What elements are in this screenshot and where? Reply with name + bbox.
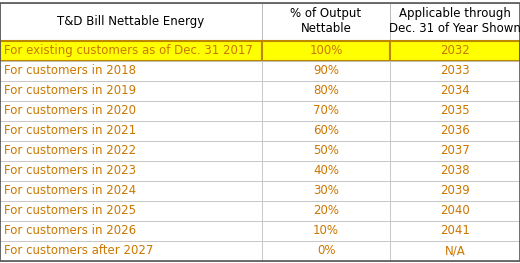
Bar bbox=[262, 120, 390, 140]
Text: 90%: 90% bbox=[313, 64, 339, 77]
Text: For customers after 2027: For customers after 2027 bbox=[4, 244, 153, 257]
Bar bbox=[0, 160, 262, 180]
Text: 30%: 30% bbox=[313, 184, 339, 197]
Bar bbox=[262, 41, 390, 60]
Bar bbox=[0, 140, 262, 160]
Text: 2039: 2039 bbox=[440, 184, 470, 197]
Text: % of Output
Nettable: % of Output Nettable bbox=[291, 8, 361, 36]
Bar bbox=[0, 3, 262, 41]
Text: For customers in 2025: For customers in 2025 bbox=[4, 204, 136, 217]
Text: For existing customers as of Dec. 31 2017: For existing customers as of Dec. 31 201… bbox=[4, 44, 253, 57]
Bar bbox=[0, 200, 262, 220]
Text: 70%: 70% bbox=[313, 104, 339, 117]
Bar bbox=[390, 220, 520, 240]
Text: 20%: 20% bbox=[313, 204, 339, 217]
Text: 2034: 2034 bbox=[440, 84, 470, 97]
Text: 40%: 40% bbox=[313, 164, 339, 177]
Bar bbox=[390, 160, 520, 180]
Text: 2040: 2040 bbox=[440, 204, 470, 217]
Bar bbox=[262, 60, 390, 80]
Text: For customers in 2023: For customers in 2023 bbox=[4, 164, 136, 177]
Bar bbox=[262, 80, 390, 100]
Bar bbox=[390, 240, 520, 260]
Text: 2035: 2035 bbox=[440, 104, 470, 117]
Bar bbox=[390, 80, 520, 100]
Text: 2041: 2041 bbox=[440, 224, 470, 237]
Text: 2032: 2032 bbox=[440, 44, 470, 57]
Text: 10%: 10% bbox=[313, 224, 339, 237]
Bar bbox=[262, 3, 390, 41]
Bar bbox=[0, 60, 262, 80]
Bar bbox=[0, 120, 262, 140]
Text: 80%: 80% bbox=[313, 84, 339, 97]
Bar bbox=[262, 100, 390, 120]
Text: For customers in 2021: For customers in 2021 bbox=[4, 124, 136, 137]
Text: 2033: 2033 bbox=[440, 64, 470, 77]
Text: Applicable through
Dec. 31 of Year Shown: Applicable through Dec. 31 of Year Shown bbox=[389, 8, 520, 36]
Bar bbox=[390, 200, 520, 220]
Bar bbox=[0, 240, 262, 260]
Text: For customers in 2026: For customers in 2026 bbox=[4, 224, 136, 237]
Bar bbox=[390, 60, 520, 80]
Bar bbox=[262, 160, 390, 180]
Text: T&D Bill Nettable Energy: T&D Bill Nettable Energy bbox=[57, 15, 205, 28]
Bar bbox=[0, 180, 262, 200]
Bar bbox=[390, 3, 520, 41]
Bar bbox=[262, 140, 390, 160]
Text: 50%: 50% bbox=[313, 144, 339, 157]
Text: 0%: 0% bbox=[317, 244, 335, 257]
Text: 60%: 60% bbox=[313, 124, 339, 137]
Bar bbox=[262, 180, 390, 200]
Bar bbox=[262, 220, 390, 240]
Text: 2036: 2036 bbox=[440, 124, 470, 137]
Bar bbox=[0, 220, 262, 240]
Text: For customers in 2019: For customers in 2019 bbox=[4, 84, 136, 97]
Text: For customers in 2020: For customers in 2020 bbox=[4, 104, 136, 117]
Text: 2037: 2037 bbox=[440, 144, 470, 157]
Text: For customers in 2024: For customers in 2024 bbox=[4, 184, 136, 197]
Text: For customers in 2022: For customers in 2022 bbox=[4, 144, 136, 157]
Text: 2038: 2038 bbox=[440, 164, 470, 177]
Bar bbox=[390, 41, 520, 60]
Bar bbox=[0, 80, 262, 100]
Bar bbox=[0, 100, 262, 120]
Text: For customers in 2018: For customers in 2018 bbox=[4, 64, 136, 77]
Bar bbox=[390, 120, 520, 140]
Bar bbox=[390, 140, 520, 160]
Bar bbox=[390, 180, 520, 200]
Text: N/A: N/A bbox=[445, 244, 465, 257]
Bar bbox=[0, 41, 262, 60]
Bar bbox=[262, 240, 390, 260]
Bar bbox=[262, 200, 390, 220]
Bar bbox=[390, 100, 520, 120]
Text: 100%: 100% bbox=[309, 44, 343, 57]
